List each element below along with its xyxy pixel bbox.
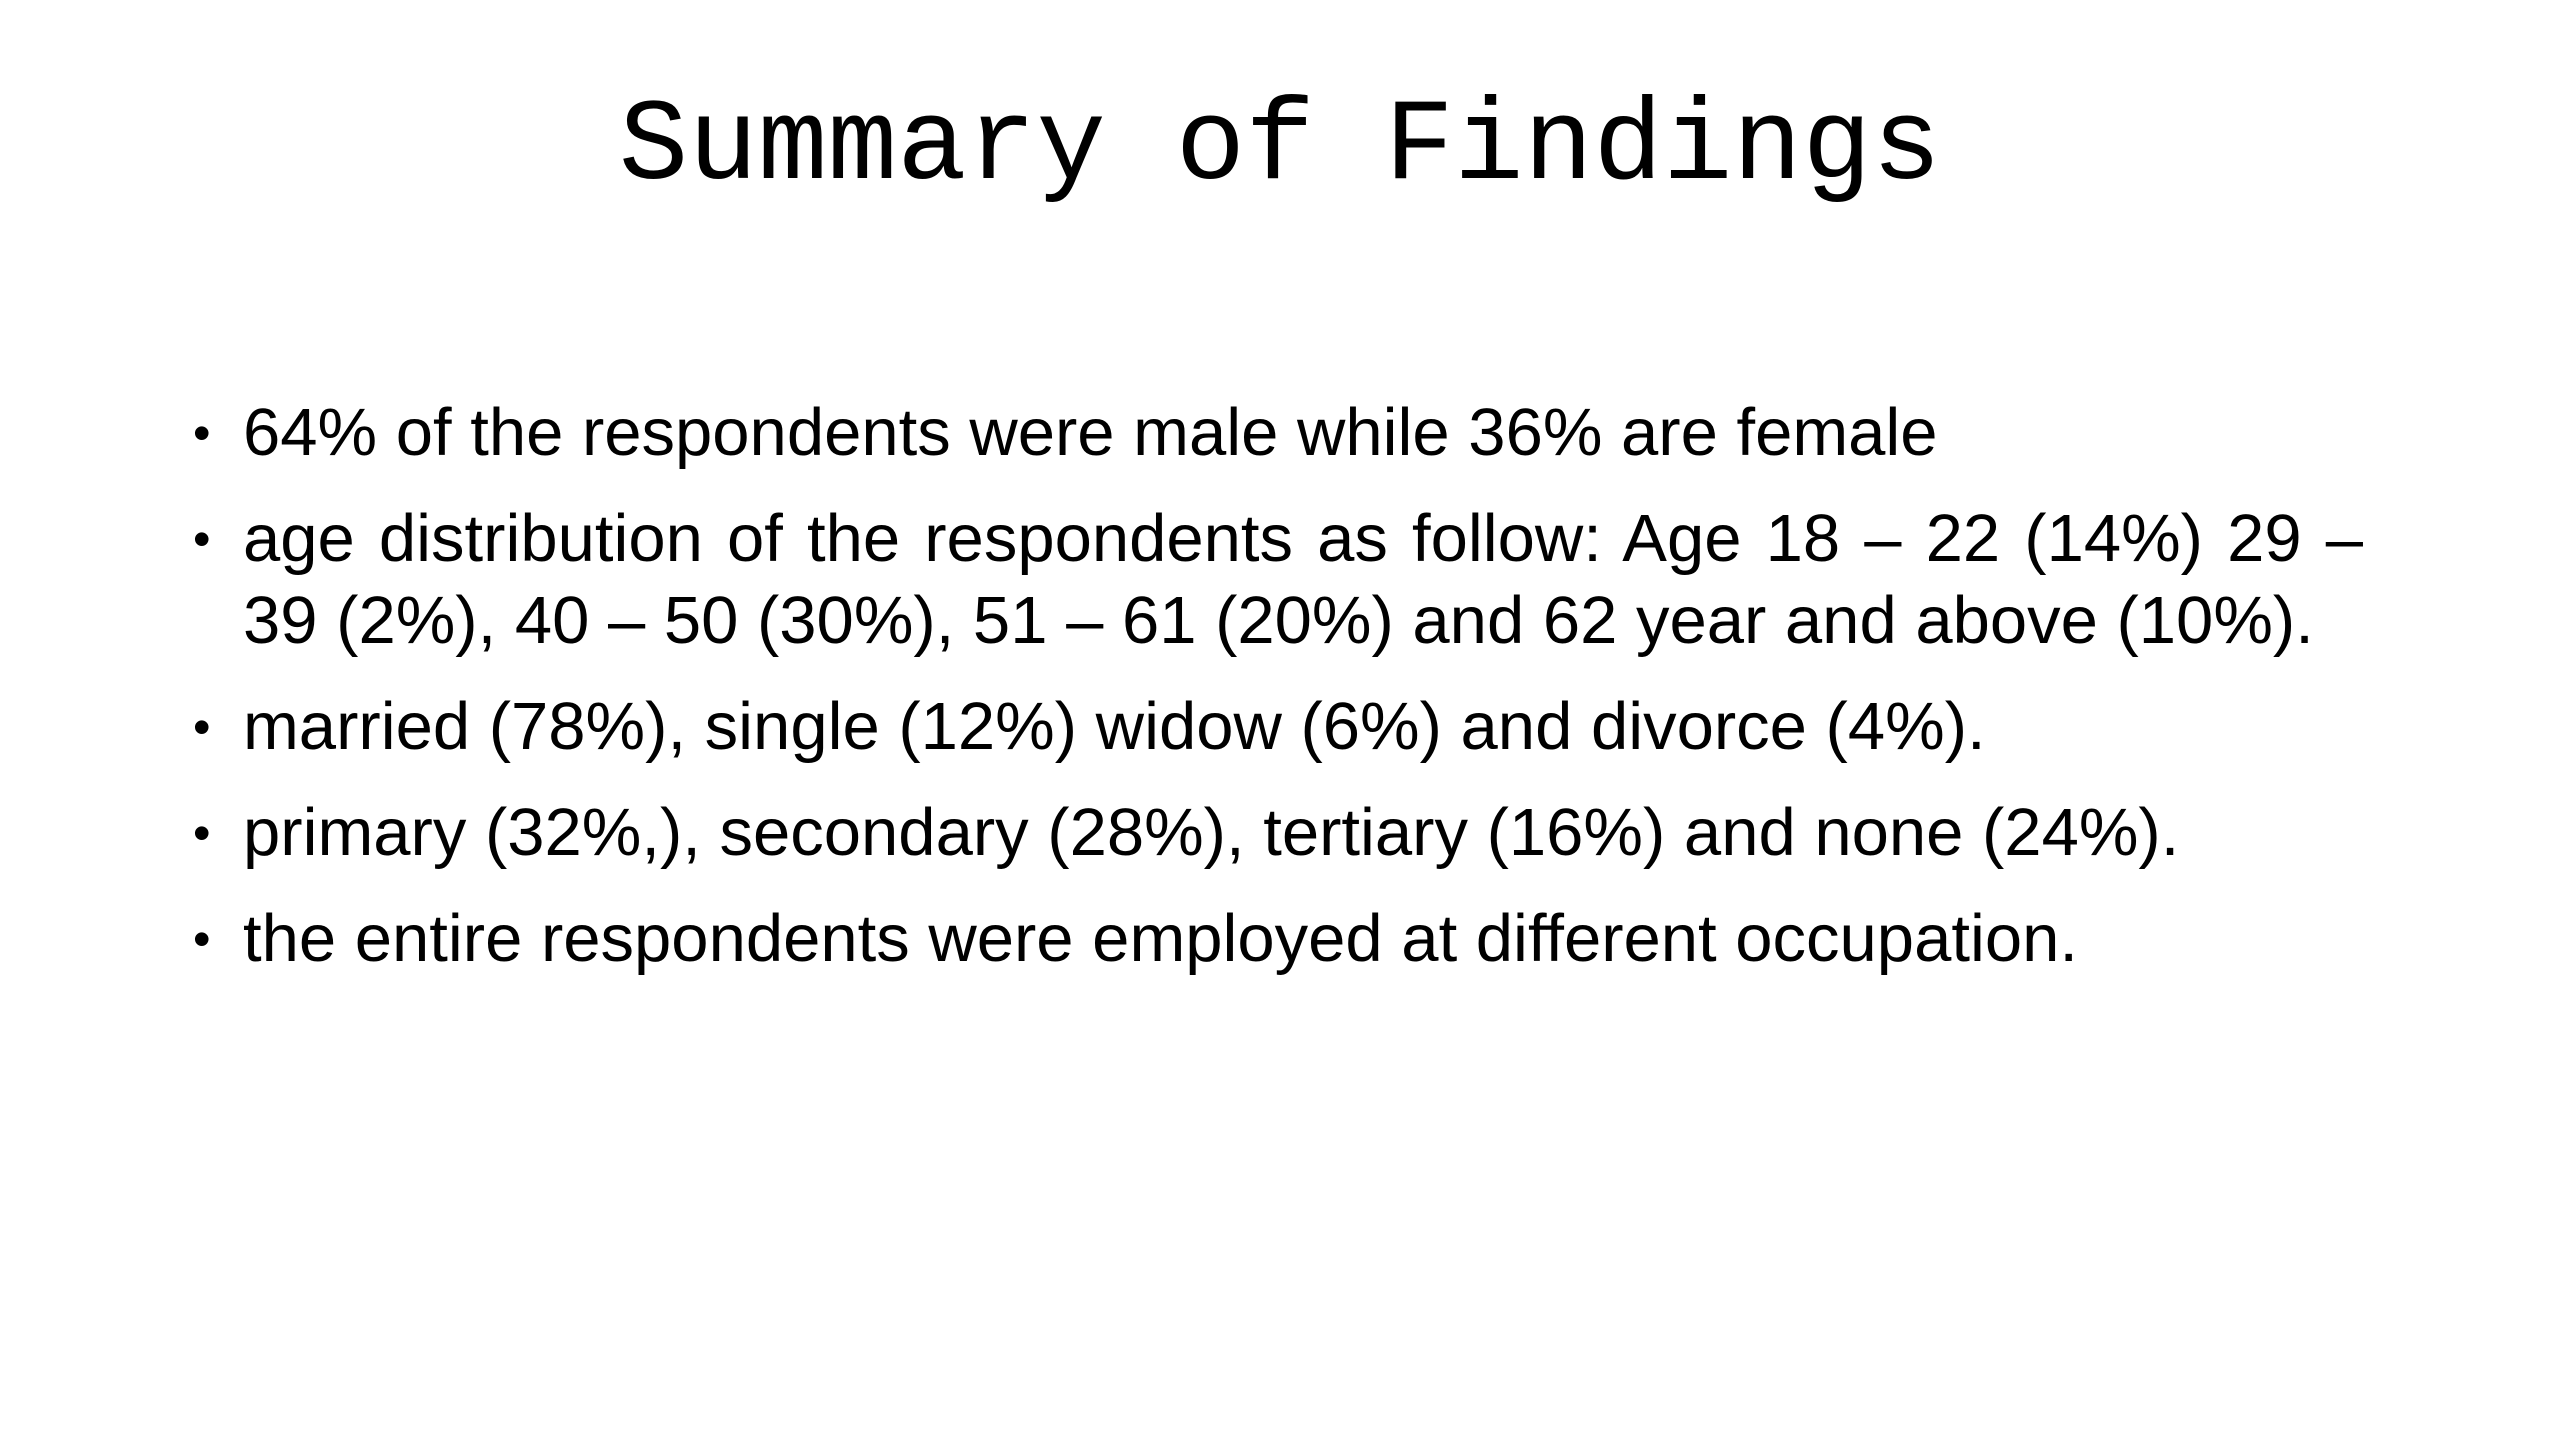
bullet-item: primary (32%,), secondary (28%), tertiar… (193, 792, 2363, 874)
bullet-item: the entire respondents were employed at … (193, 898, 2363, 980)
bullet-item: married (78%), single (12%) widow (6%) a… (193, 686, 2363, 768)
bullet-item: age distribution of the respondents as f… (193, 498, 2363, 662)
bullet-list: 64% of the respondents were male while 3… (193, 392, 2363, 1004)
bullet-item: 64% of the respondents were male while 3… (193, 392, 2363, 474)
slide-title: Summary of Findings (618, 81, 1942, 213)
